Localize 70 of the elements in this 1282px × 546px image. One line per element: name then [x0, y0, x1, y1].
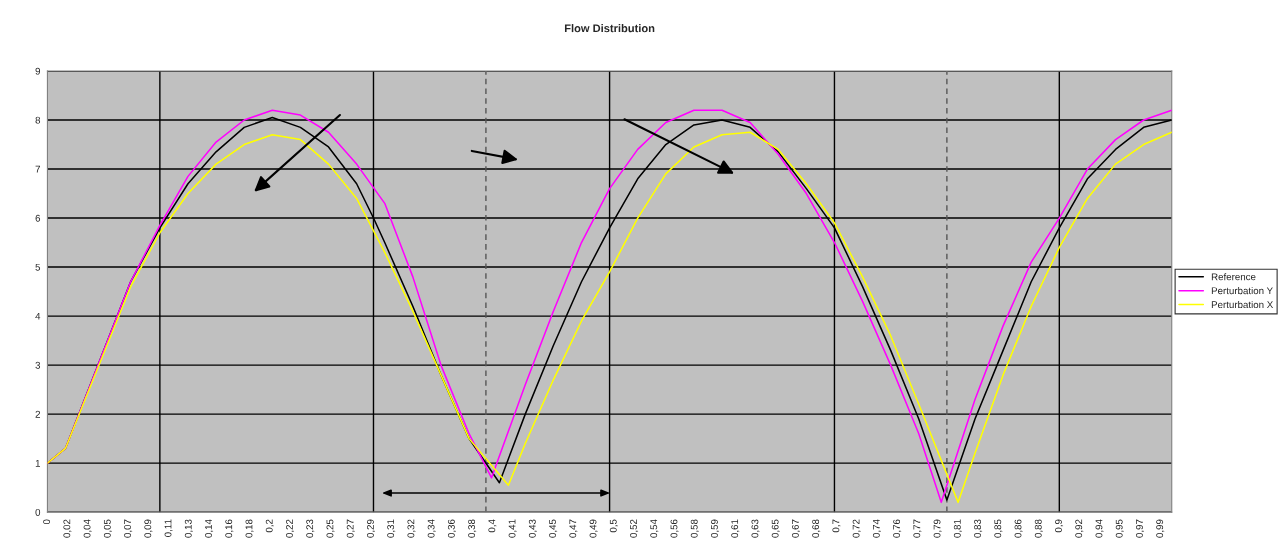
x-tick-label: 0,81	[953, 519, 962, 538]
x-tick-label: 0,58	[690, 519, 699, 538]
y-tick-label: 3	[35, 361, 41, 369]
x-tick-label: 0,68	[812, 519, 821, 538]
x-tick-label: 0,67	[791, 519, 800, 538]
x-tick-label: 0,45	[549, 519, 558, 538]
x-tick-label: 0,29	[366, 519, 375, 538]
x-tick-label: 0,05	[103, 519, 112, 538]
y-tick-label: 2	[35, 410, 40, 418]
x-tick-label: 0,16	[225, 519, 234, 538]
x-tick-label: 0,83	[974, 519, 983, 538]
y-tick-label: 4	[35, 312, 41, 320]
x-tick-label: 0,72	[852, 519, 861, 538]
chart-title: Flow Distribution	[564, 24, 655, 33]
x-tick-label: 0,88	[1034, 519, 1043, 538]
x-tick-label: 0,49	[589, 519, 598, 538]
x-tick-label: 0,38	[468, 519, 477, 538]
x-tick-label: 0,04	[83, 519, 92, 538]
x-tick-label: 0,27	[346, 519, 355, 538]
x-tick-label: 0,25	[326, 519, 335, 538]
x-tick-label: 0,5	[609, 519, 618, 533]
x-tick-label: 0,34	[427, 519, 436, 538]
y-tick-label: 9	[35, 67, 41, 75]
x-tick-label: 0,59	[711, 519, 720, 538]
x-tick-label: 0,36	[447, 519, 456, 538]
x-tick-label: 0,63	[751, 519, 760, 538]
y-tick-label: 6	[35, 214, 41, 222]
x-tick-label: 0,99	[1156, 519, 1165, 538]
x-tick-label: 0,4	[488, 519, 497, 533]
legend-label: Perturbation Y	[1211, 287, 1273, 295]
x-tick-label: 0,74	[872, 519, 881, 538]
x-tick-label: 0,43	[528, 519, 537, 538]
x-tick-label: 0,14	[205, 519, 214, 538]
x-tick-label: 0,94	[1095, 519, 1104, 538]
x-tick-label: 0,79	[933, 519, 942, 538]
y-tick-label: 8	[35, 116, 41, 124]
x-tick-label: 0,85	[994, 519, 1003, 538]
x-tick-label: 0,9	[1055, 519, 1064, 533]
x-tick-label: 0,65	[771, 519, 780, 538]
y-tick-label: 1	[35, 459, 41, 467]
x-tick-label: 0,07	[124, 519, 133, 538]
x-tick-label: 0,02	[63, 519, 72, 538]
x-tick-label: 0,95	[1115, 519, 1124, 538]
x-tick-label: 0,32	[407, 519, 416, 538]
x-tick-label: 0,61	[731, 519, 740, 538]
x-tick-label: 0,23	[306, 519, 315, 538]
y-tick-label: 0	[35, 508, 41, 516]
x-tick-label: 0,77	[913, 519, 922, 538]
x-tick-label: 0,47	[569, 519, 578, 538]
x-tick-label: 0,7	[832, 519, 841, 533]
x-tick-label: 0,18	[245, 519, 254, 538]
x-tick-label: 0,09	[144, 519, 153, 538]
x-tick-label: 0,13	[184, 519, 193, 538]
x-tick-label: 0,92	[1075, 519, 1084, 538]
x-tick-label: 0,54	[650, 519, 659, 538]
x-tick-label: 0,31	[387, 519, 396, 538]
x-tick-label: 0,56	[670, 519, 679, 538]
x-tick-label: 0,86	[1014, 519, 1023, 538]
x-tick-label: 0,97	[1135, 519, 1145, 538]
legend-label: Reference	[1211, 273, 1256, 281]
x-tick-label: 0,41	[508, 519, 517, 538]
x-tick-label: 0,22	[286, 519, 295, 538]
x-tick-label: 0	[43, 519, 51, 525]
y-tick-label: 5	[35, 263, 41, 271]
x-tick-label: 0,52	[630, 519, 639, 538]
x-tick-label: 0,11	[164, 519, 173, 537]
y-tick-label: 7	[35, 165, 40, 173]
x-tick-label: 0,76	[893, 519, 902, 538]
legend-label: Perturbation X	[1211, 300, 1274, 309]
x-tick-label: 0,2	[265, 519, 274, 533]
